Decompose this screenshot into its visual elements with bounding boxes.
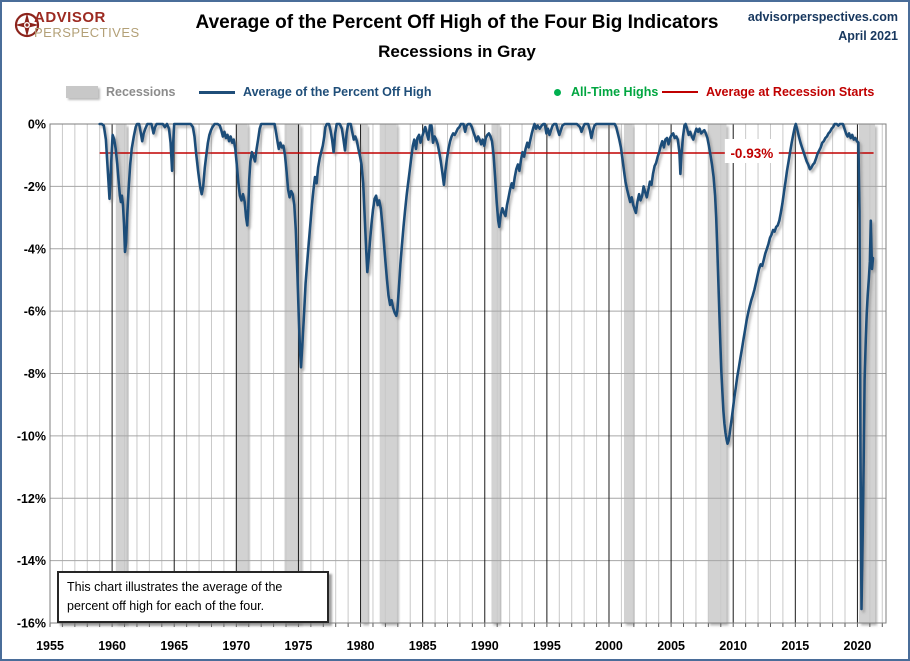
source-block: advisorperspectives.com April 2021 — [748, 8, 898, 46]
y-axis-label: -14% — [17, 554, 46, 568]
legend-label-average: Average of the Percent Off High — [243, 85, 432, 99]
legend-item-recession-avg: Average at Recession Starts — [662, 85, 874, 99]
chart-legend: Recessions Average of the Percent Off Hi… — [2, 85, 908, 105]
annotation-line2: percent off high for each of the four. — [67, 598, 265, 613]
y-axis-label: -12% — [17, 492, 46, 506]
average-label-backing — [724, 139, 779, 164]
advisor-perspectives-logo: ADVISOR PERSPECTIVES — [12, 10, 140, 40]
legend-item-ath: All-Time Highs — [554, 85, 658, 99]
chart-title-block: Average of the Percent Off High of the F… — [162, 12, 752, 62]
average-label: -0.93% — [730, 146, 773, 161]
annotation-box: This chart illustrates the average of th… — [57, 571, 329, 623]
x-axis-label: 2005 — [657, 639, 685, 653]
x-axis-label: 1995 — [533, 639, 561, 653]
x-axis-label: 2010 — [719, 639, 747, 653]
x-axis-label: 1965 — [160, 639, 188, 653]
red-line-swatch — [662, 91, 698, 93]
y-axis-label: -6% — [24, 305, 46, 319]
y-axis-label: -4% — [24, 242, 46, 256]
x-axis-label: 2000 — [595, 639, 623, 653]
x-axis-label: 1955 — [36, 639, 64, 653]
legend-item-average: Average of the Percent Off High — [199, 85, 431, 99]
x-axis-label: 1975 — [285, 639, 313, 653]
x-axis-label: 1990 — [471, 639, 499, 653]
page-title: Average of the Percent Off High of the F… — [195, 12, 719, 33]
legend-item-recessions: Recessions — [66, 85, 175, 99]
x-axis-label: 2020 — [844, 639, 872, 653]
compass-rose-icon — [14, 12, 40, 38]
legend-label-recessions: Recessions — [106, 85, 176, 99]
series-line — [98, 122, 875, 611]
logo-brand-bottom: PERSPECTIVES — [34, 25, 140, 40]
green-dot-swatch — [554, 88, 561, 96]
y-axis-label: 0% — [28, 118, 46, 132]
logo-brand-top: ADVISOR — [34, 9, 106, 26]
y-axis-label: -8% — [24, 367, 46, 381]
blue-line-swatch — [199, 90, 235, 94]
y-axis-label: -10% — [17, 429, 46, 443]
logo-text: ADVISOR PERSPECTIVES — [34, 10, 140, 39]
x-axis-label: 1985 — [409, 639, 437, 653]
source-date: April 2021 — [838, 28, 898, 43]
recession-swatch — [66, 86, 98, 98]
y-axis-label: -2% — [24, 180, 46, 194]
y-axis-label: -16% — [17, 617, 46, 631]
page-subtitle: Recessions in Gray — [378, 42, 536, 61]
x-axis-label: 1960 — [98, 639, 126, 653]
x-axis-label: 1980 — [347, 639, 375, 653]
legend-label-recession-avg: Average at Recession Starts — [706, 85, 875, 99]
x-axis-label: 1970 — [222, 639, 250, 653]
source-site-link[interactable]: advisorperspectives.com — [747, 10, 898, 24]
legend-label-ath: All-Time Highs — [571, 85, 659, 99]
annotation-line1: This chart illustrates the average of th… — [67, 580, 283, 594]
x-axis-label: 2015 — [781, 639, 809, 653]
